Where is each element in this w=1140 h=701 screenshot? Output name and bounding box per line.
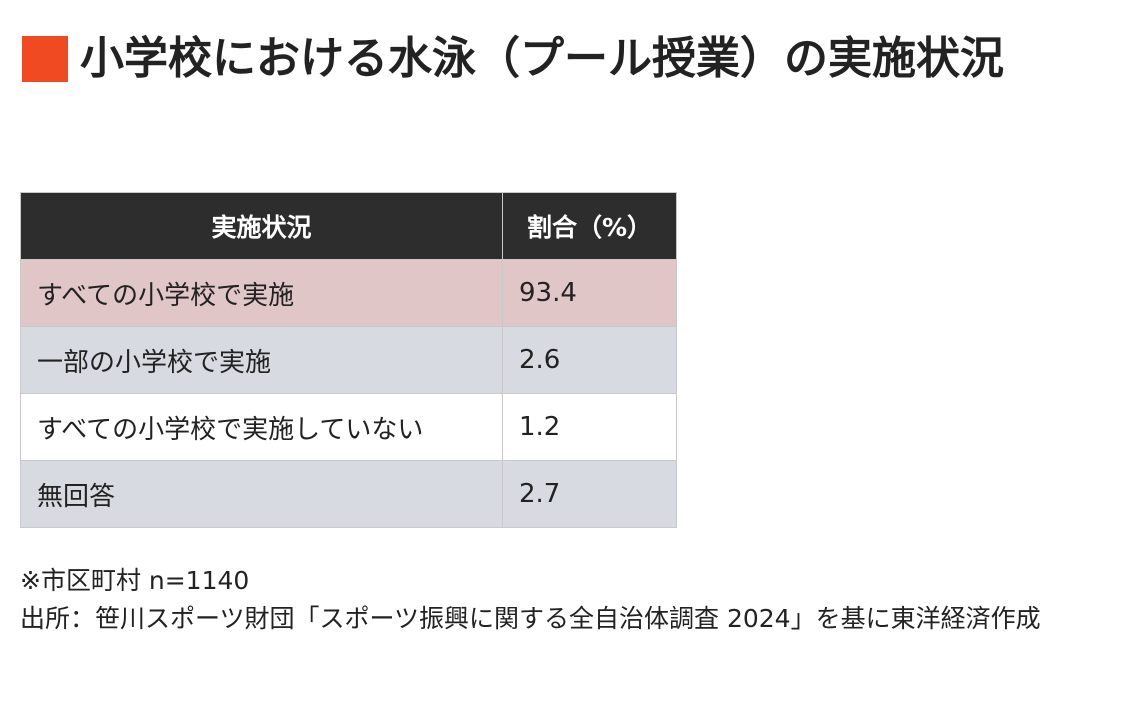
row-status: すべての小学校で実施	[20, 259, 503, 327]
page-title: 小学校における水泳（プール授業）の実施状況	[80, 33, 1004, 84]
title-marker-square	[22, 36, 68, 82]
row-percent: 2.7	[502, 460, 677, 528]
table-row: 無回答 2.7	[20, 460, 677, 528]
source-note: 出所：笹川スポーツ財団「スポーツ振興に関する全自治体調査 2024」を基に東洋経…	[20, 604, 1041, 633]
table-header-row: 実施状況 割合（%）	[20, 192, 677, 260]
row-status: 無回答	[20, 460, 503, 528]
sample-size-note: ※市区町村 n=1140	[20, 566, 250, 595]
footnotes: ※市区町村 n=1140 出所：笹川スポーツ財団「スポーツ振興に関する全自治体調…	[20, 562, 1130, 638]
table-row: 一部の小学校で実施 2.6	[20, 326, 677, 394]
row-percent: 1.2	[502, 393, 677, 461]
implementation-status-table: 実施状況 割合（%） すべての小学校で実施 93.4 一部の小学校で実施 2.6…	[20, 192, 677, 528]
row-status: すべての小学校で実施していない	[20, 393, 503, 461]
row-percent: 93.4	[502, 259, 677, 327]
header-status: 実施状況	[20, 192, 503, 260]
title-block: 小学校における水泳（プール授業）の実施状況	[22, 28, 1122, 90]
row-status: 一部の小学校で実施	[20, 326, 503, 394]
header-percent: 割合（%）	[502, 192, 677, 260]
table-row: すべての小学校で実施 93.4	[20, 259, 677, 327]
row-percent: 2.6	[502, 326, 677, 394]
table-row: すべての小学校で実施していない 1.2	[20, 393, 677, 461]
